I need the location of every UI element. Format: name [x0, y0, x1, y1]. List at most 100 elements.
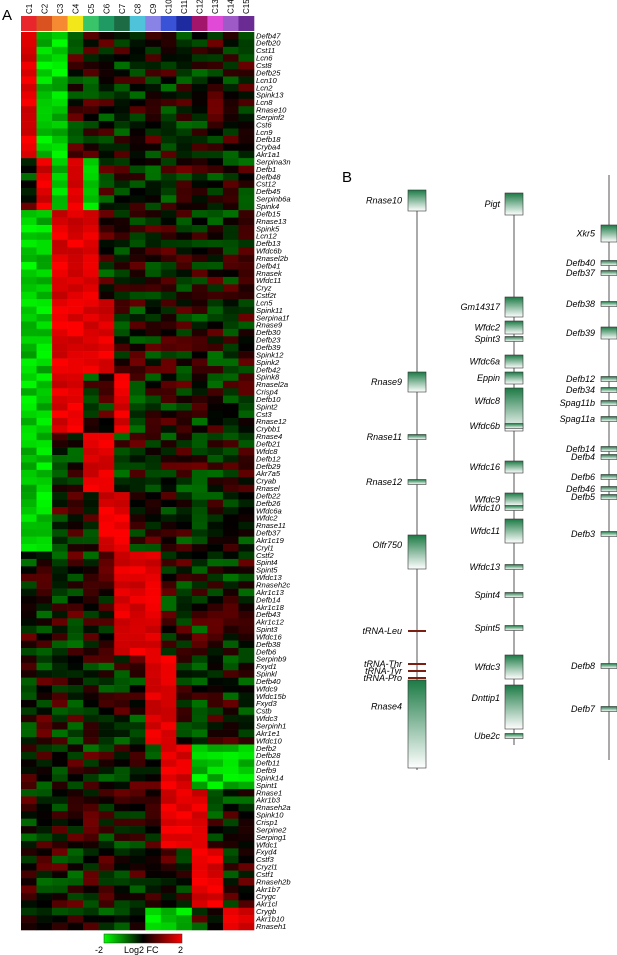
heatmap-cell: [36, 892, 53, 901]
heatmap-cell: [98, 128, 115, 137]
heatmap-cell: [98, 336, 115, 345]
heatmap-cell: [83, 729, 99, 738]
locus-gene-label: Wfdc2: [474, 323, 500, 333]
heatmap-cell: [160, 863, 177, 871]
heatmap-cell: [83, 885, 99, 894]
heatmap-cell: [129, 128, 146, 137]
heatmap-cell: [83, 76, 99, 85]
heatmap-cell: [36, 722, 53, 730]
heatmap-cell: [222, 195, 239, 203]
heatmap-cell: [114, 907, 131, 916]
row-label: Defb25: [256, 68, 281, 77]
heatmap-cell: [160, 121, 177, 129]
heatmap-cell: [36, 781, 53, 790]
heatmap-cell: [129, 143, 146, 152]
heatmap-cell: [238, 885, 255, 894]
heatmap-cell: [160, 403, 177, 411]
heatmap-cell: [129, 863, 146, 871]
heatmap-cell: [160, 61, 177, 70]
gene-box: [600, 301, 617, 307]
heatmap-cell: [67, 455, 84, 463]
heatmap-cell: [207, 54, 224, 62]
heatmap-cell: [207, 173, 224, 181]
heatmap-cell: [98, 276, 115, 285]
heatmap-cell: [238, 581, 255, 589]
heatmap-cell: [129, 91, 146, 100]
heatmap-cell: [207, 729, 224, 738]
column-color-C7: [114, 16, 131, 31]
heatmap-cell: [129, 46, 146, 55]
heatmap-cell: [238, 210, 255, 218]
heatmap-cell: [114, 447, 131, 456]
heatmap-cell: [36, 677, 53, 686]
heatmap-cell: [191, 91, 208, 100]
heatmap-cell: [52, 558, 68, 567]
heatmap-cell: [176, 907, 193, 916]
column-label-C13: C13: [211, 0, 220, 14]
heatmap-cell: [67, 477, 84, 486]
heatmap-cell: [145, 343, 162, 352]
heatmap-cell: [222, 714, 239, 723]
heatmap-cell: [52, 566, 68, 575]
locus-gene-label: Spint3: [474, 334, 500, 344]
heatmap-cell: [207, 581, 224, 589]
heatmap-cell: [21, 603, 37, 612]
heatmap-cell: [83, 447, 99, 456]
heatmap-cell: [67, 158, 84, 166]
heatmap-cell: [176, 343, 193, 352]
heatmap-cell: [129, 744, 146, 753]
heatmap-cell: [83, 388, 99, 396]
heatmap-cell: [52, 892, 68, 901]
heatmap-cell: [222, 878, 239, 886]
heatmap-cell: [21, 521, 37, 530]
heatmap-cell: [52, 855, 68, 864]
heatmap-cell: [207, 343, 224, 352]
heatmap-cell: [207, 321, 224, 330]
heatmap-cell: [238, 551, 255, 560]
heatmap-cell: [129, 603, 146, 612]
row-label: Rnase4: [256, 432, 282, 441]
heatmap-cell: [114, 395, 131, 404]
heatmap-cell: [114, 276, 131, 285]
heatmap-cell: [67, 106, 84, 114]
heatmap-cell: [160, 670, 177, 678]
heatmap-cell: [145, 46, 162, 55]
row-label: Defb13: [256, 239, 281, 248]
heatmap-cell: [160, 46, 177, 55]
heatmap-cell: [67, 915, 84, 923]
heatmap-cell: [222, 469, 239, 478]
heatmap-cell: [207, 870, 224, 879]
heatmap-cell: [222, 855, 239, 864]
heatmap-cell: [191, 54, 208, 62]
row-label: Defb37: [256, 529, 281, 538]
heatmap-cell: [98, 521, 115, 530]
heatmap-cell: [114, 536, 131, 545]
heatmap-cell: [83, 455, 99, 463]
heatmap-cell: [129, 670, 146, 678]
row-label: Defb28: [256, 751, 281, 760]
heatmap-cell: [238, 276, 255, 285]
heatmap-cell: [222, 774, 239, 782]
heatmap-cell: [36, 484, 53, 493]
gene-box: [504, 336, 524, 342]
heatmap-cell: [222, 840, 239, 849]
row-label: Defb48: [256, 172, 281, 181]
heatmap-cell: [21, 447, 37, 456]
heatmap-cell: [83, 417, 99, 426]
heatmap-cell: [160, 106, 177, 114]
heatmap-cell: [52, 98, 68, 107]
heatmap-cell: [207, 39, 224, 48]
heatmap-cell: [114, 610, 131, 619]
locus-gene-label: Wfdc10: [469, 503, 500, 513]
heatmap-cell: [238, 217, 255, 226]
heatmap-cell: [129, 388, 146, 396]
column-label-C15: C15: [242, 0, 251, 14]
heatmap-cell: [238, 440, 255, 448]
heatmap-cell: [222, 388, 239, 396]
row-label: Crisp1: [256, 818, 278, 827]
heatmap-cell: [160, 588, 177, 597]
heatmap-cell: [21, 143, 37, 152]
heatmap-cell: [222, 284, 239, 293]
heatmap-cell: [222, 314, 239, 322]
heatmap-cell: [129, 640, 146, 649]
